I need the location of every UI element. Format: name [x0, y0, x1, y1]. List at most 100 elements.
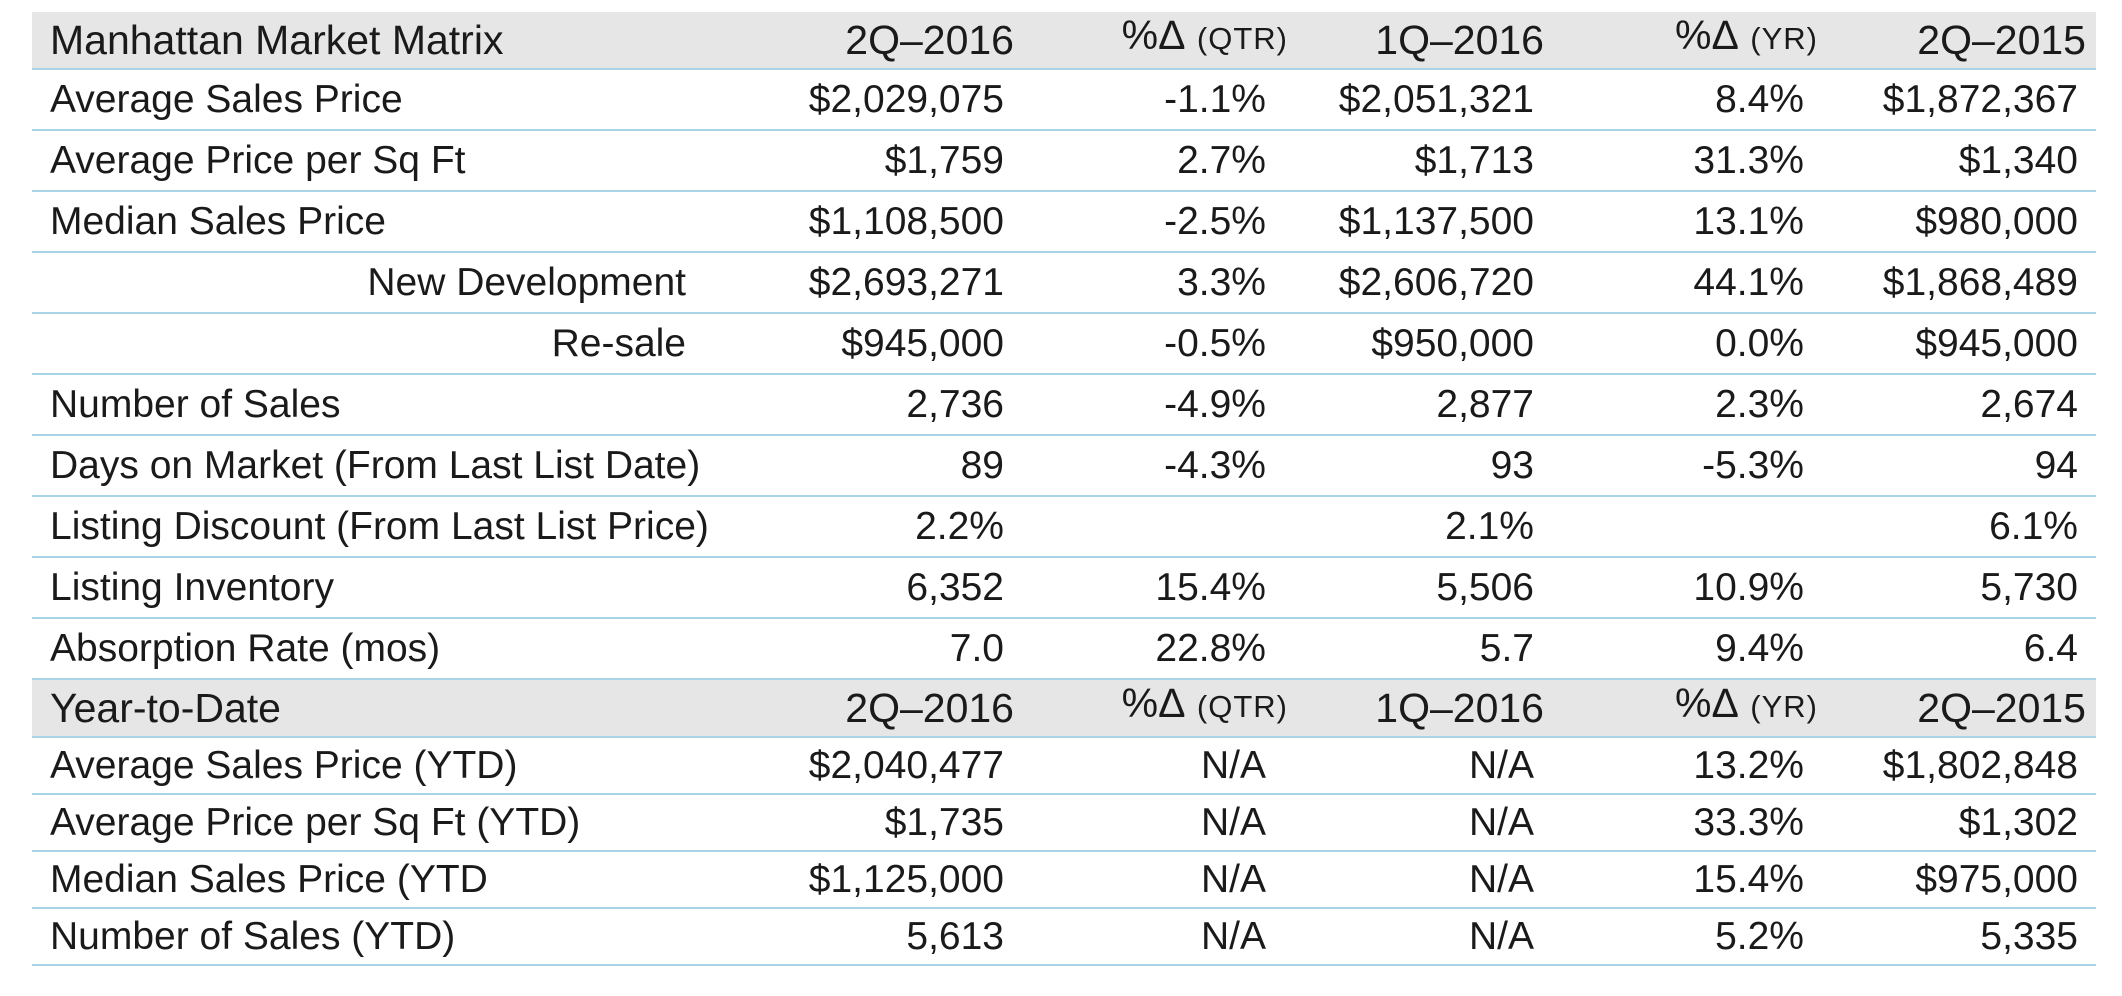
table-row: Listing Discount (From Last List Price) 2…: [32, 497, 2096, 558]
table-cell: $1,872,367: [1882, 77, 2078, 121]
table-cell: 2.3%: [1715, 382, 1804, 426]
column-header: 2Q–2016: [845, 684, 1014, 731]
table-cell: $2,040,477: [808, 743, 1004, 787]
table-cell: $2,606,720: [1338, 260, 1534, 304]
table-row: Number of Sales 2,736 -4.9% 2,877 2.3% 2,674: [32, 375, 2096, 436]
table-cell: 13.2%: [1693, 743, 1804, 787]
table-cell: 5.2%: [1715, 914, 1804, 958]
column-header: 1Q–2016: [1375, 684, 1544, 731]
column-header: 1Q–2016: [1375, 16, 1544, 63]
ytd-title: Year-to-Date: [50, 684, 281, 731]
row-label: New Development: [367, 260, 686, 304]
table-cell: $975,000: [1915, 857, 2078, 901]
table-cell: N/A: [1200, 857, 1266, 901]
table-cell: -5.3%: [1702, 443, 1804, 487]
table-title: Manhattan Market Matrix: [50, 16, 504, 63]
table-row: Average Sales Price (YTD) $2,040,477 N/A N/…: [32, 738, 2096, 795]
column-header: %Δ (YR): [1675, 12, 1818, 58]
table-row: New Development $2,693,271 3.3% $2,606,720 4…: [32, 253, 2096, 314]
table-cell: N/A: [1200, 914, 1266, 958]
table-cell: $1,759: [884, 138, 1004, 182]
table-cell: $2,051,321: [1338, 77, 1534, 121]
table-cell: $1,340: [1958, 138, 2078, 182]
table-cell: $1,137,500: [1338, 199, 1534, 243]
row-label: Median Sales Price: [50, 199, 386, 243]
ytd-header: Year-to-Date 2Q–2016 %Δ (QTR) 1Q–2016 %Δ…: [32, 680, 2096, 738]
ytd-rows: Average Sales Price (YTD) $2,040,477 N/A N/…: [32, 738, 2096, 966]
row-label: Number of Sales (YTD): [50, 914, 456, 958]
table-cell: $1,735: [884, 800, 1004, 844]
market-matrix-table: Manhattan Market Matrix 2Q–2016 %Δ (QTR)…: [32, 12, 2096, 966]
table-cell: 22.8%: [1155, 626, 1266, 670]
table-cell: $945,000: [1915, 321, 2078, 365]
table-cell: 6.1%: [1989, 504, 2078, 548]
table-cell: 13.1%: [1693, 199, 1804, 243]
table-cell: 89: [960, 443, 1004, 487]
row-label: Average Price per Sq Ft: [50, 138, 466, 182]
table-cell: N/A: [1468, 914, 1534, 958]
table-cell: 2.7%: [1177, 138, 1266, 182]
table-cell: 2,736: [906, 382, 1004, 426]
table-row: Median Sales Price $1,108,500 -2.5% $1,137,…: [32, 192, 2096, 253]
table-cell: -2.5%: [1164, 199, 1266, 243]
table-header: Manhattan Market Matrix 2Q–2016 %Δ (QTR)…: [32, 12, 2096, 70]
table-cell: 5,613: [906, 914, 1004, 958]
table-cell: $1,125,000: [808, 857, 1004, 901]
row-label: Average Sales Price (YTD): [50, 743, 518, 787]
table-cell: 9.4%: [1715, 626, 1804, 670]
table-cell: 0.0%: [1715, 321, 1804, 365]
table-cell: -1.1%: [1164, 77, 1266, 121]
table-cell: 2,674: [1980, 382, 2078, 426]
table-cell: 3.3%: [1177, 260, 1266, 304]
table-cell: 5.7: [1479, 626, 1534, 670]
table-cell: $1,868,489: [1882, 260, 2078, 304]
column-header: 2Q–2016: [845, 16, 1014, 63]
table-cell: $2,029,075: [808, 77, 1004, 121]
table-cell: $1,108,500: [808, 199, 1004, 243]
main-rows: Average Sales Price $2,029,075 -1.1% $2,051…: [32, 70, 2096, 680]
table-row: Median Sales Price (YTD $1,125,000 N/A N/A 1…: [32, 852, 2096, 909]
table-cell: $1,302: [1958, 800, 2078, 844]
row-label: Days on Market (From Last List Date): [50, 443, 701, 487]
table-cell: $950,000: [1371, 321, 1534, 365]
table-cell: 93: [1490, 443, 1534, 487]
row-label: Number of Sales: [50, 382, 341, 426]
table-cell: N/A: [1200, 743, 1266, 787]
table-cell: 31.3%: [1693, 138, 1804, 182]
table-row: Re-sale $945,000 -0.5% $950,000 0.0% $945,000: [32, 314, 2096, 375]
table-cell: -4.3%: [1164, 443, 1266, 487]
table-cell: 44.1%: [1693, 260, 1804, 304]
table-row: Days on Market (From Last List Date) 89 -4…: [32, 436, 2096, 497]
table-cell: 8.4%: [1715, 77, 1804, 121]
table-cell: 94: [2034, 443, 2078, 487]
table-cell: 10.9%: [1693, 565, 1804, 609]
row-label: Median Sales Price (YTD: [50, 857, 488, 901]
table-cell: N/A: [1468, 857, 1534, 901]
table-cell: 6,352: [906, 565, 1004, 609]
table-cell: 33.3%: [1693, 800, 1804, 844]
table-cell: 15.4%: [1693, 857, 1804, 901]
table-cell: -0.5%: [1164, 321, 1266, 365]
table-row: Average Price per Sq Ft (YTD) $1,735 N/A N/…: [32, 795, 2096, 852]
column-header: 2Q–2015: [1917, 16, 2086, 63]
row-label: Re-sale: [551, 321, 686, 365]
table-cell: 5,506: [1436, 565, 1534, 609]
row-label: Average Price per Sq Ft (YTD): [50, 800, 581, 844]
table-cell: N/A: [1468, 743, 1534, 787]
table-cell: N/A: [1200, 800, 1266, 844]
row-label: Listing Discount (From Last List Price): [50, 504, 709, 548]
table-cell: 2.1%: [1445, 504, 1534, 548]
table-row: Absorption Rate (mos) 7.0 22.8% 5.7 9.4% 6.4: [32, 619, 2096, 680]
row-label: Absorption Rate (mos): [50, 626, 441, 670]
table-cell: $1,713: [1414, 138, 1534, 182]
row-label: Average Sales Price: [50, 77, 403, 121]
table-cell: 5,335: [1980, 914, 2078, 958]
table-cell: 6.4: [2023, 626, 2078, 670]
table-row: Average Sales Price $2,029,075 -1.1% $2,051…: [32, 70, 2096, 131]
column-header: %Δ (YR): [1675, 680, 1818, 726]
table-cell: N/A: [1468, 800, 1534, 844]
row-label: Listing Inventory: [50, 565, 334, 609]
table-cell: $980,000: [1915, 199, 2078, 243]
table-cell: $1,802,848: [1882, 743, 2078, 787]
table-row: Number of Sales (YTD) 5,613 N/A N/A 5.2% 5,33…: [32, 909, 2096, 966]
